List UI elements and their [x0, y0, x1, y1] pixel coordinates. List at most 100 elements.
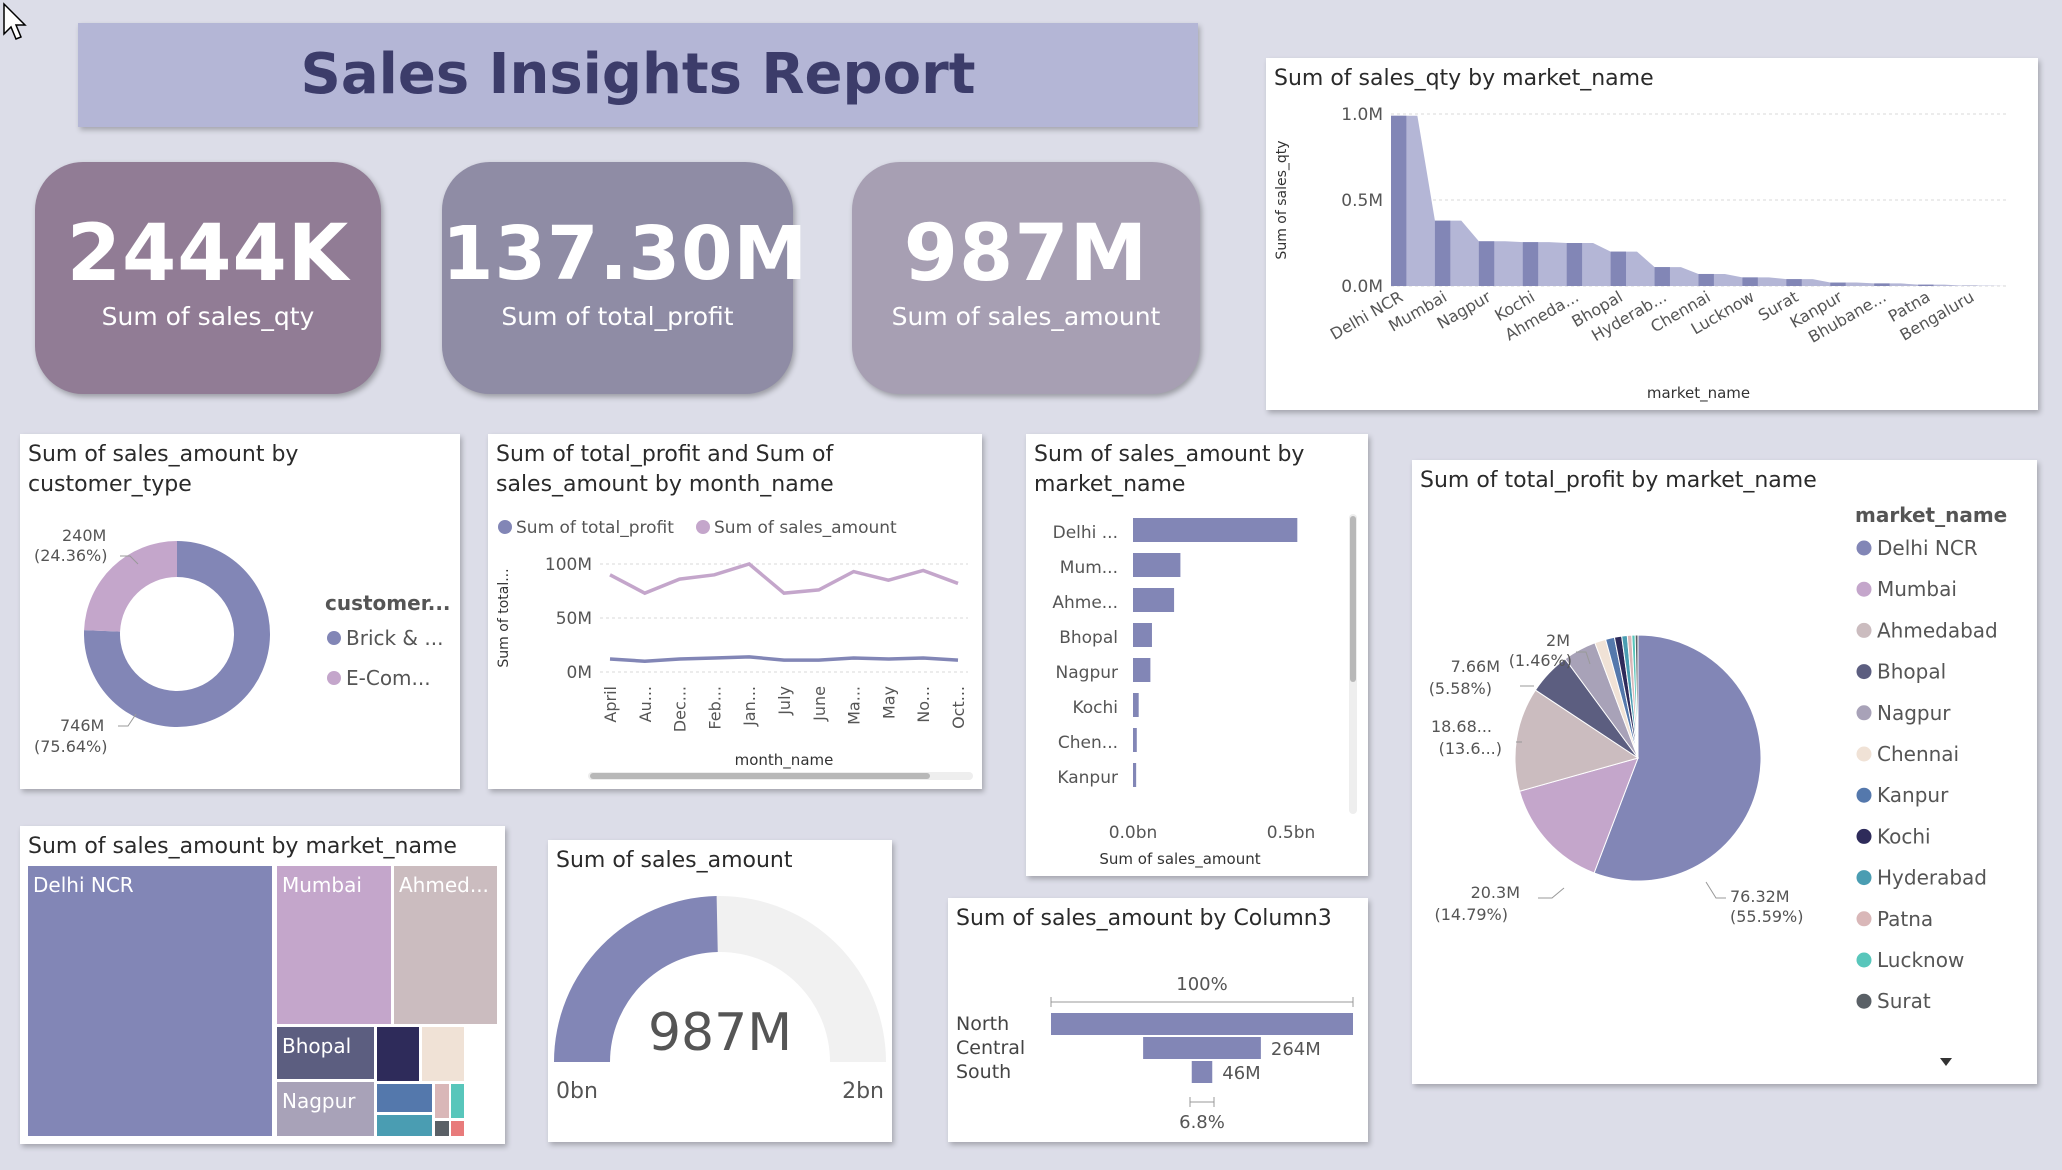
- treemap-tile: [377, 1115, 432, 1136]
- pie-slice: [1518, 757, 1639, 874]
- funnel-category-label: South: [956, 1061, 1011, 1083]
- treemap-tile: [451, 1084, 464, 1118]
- y-tick-label: Kanpur: [1057, 768, 1118, 788]
- kpi-label: Sum of total_profit: [501, 302, 734, 331]
- legend-label: Brick & ...: [346, 626, 443, 650]
- kpi-card-sales-qty[interactable]: 2444K Sum of sales_qty: [35, 162, 381, 394]
- x-tick-label: Feb...: [705, 686, 724, 730]
- legend-marker: [1856, 787, 1872, 803]
- qty-column: [1698, 273, 1714, 286]
- chart-profit-by-market-pie[interactable]: Sum of total_profit by market_name 76.32…: [1412, 460, 2037, 1084]
- pie-svg: 76.32M(55.59%) 20.3M (14.79%) 18.68... (13.6…: [1429, 503, 2007, 1066]
- treemap-tile: [28, 866, 272, 1136]
- legend-marker: [1856, 581, 1872, 597]
- kpi-card-sales-amount[interactable]: 987M Sum of sales_amount: [852, 162, 1200, 394]
- qty-column: [1391, 115, 1407, 286]
- treemap-tile: [451, 1121, 464, 1136]
- treemap-tile: [435, 1121, 449, 1136]
- chart-amount-by-customer-type[interactable]: Sum of sales_amount by customer_type 746…: [20, 434, 460, 789]
- slice-pct: (24.36%): [34, 546, 108, 565]
- treemap-tile: [277, 866, 391, 1024]
- leader-line: [120, 555, 139, 565]
- y-tick-label: Mum...: [1060, 558, 1118, 578]
- slice-label: 240M: [62, 526, 106, 545]
- donut-slice: [84, 541, 271, 727]
- qty-column: [1566, 243, 1583, 286]
- treemap-tile: [422, 1027, 464, 1081]
- kpi-label: Sum of sales_qty: [101, 302, 315, 331]
- report-title-bar: Sales Insights Report: [78, 23, 1198, 127]
- slice-pct: (1.46%): [1509, 651, 1572, 670]
- bar: [1133, 728, 1137, 752]
- qty-column: [1654, 267, 1670, 286]
- gauge-svg: 987M 0bn 2bn: [554, 896, 886, 1104]
- chart-amount-treemap[interactable]: Sum of sales_amount by market_name Delhi…: [20, 826, 505, 1144]
- treemap-tile: [435, 1084, 449, 1118]
- y-axis-title: Sum of total...: [496, 568, 512, 667]
- x-axis-title: market_name: [1647, 384, 1750, 403]
- x-tick-label: April: [601, 686, 620, 723]
- series-line: [609, 562, 959, 596]
- chart-amount-by-zone-funnel[interactable]: Sum of sales_amount by Column3 100% North…: [948, 898, 1368, 1142]
- report-title: Sales Insights Report: [300, 42, 976, 107]
- kpi-card-total-profit[interactable]: 137.30M Sum of total_profit: [442, 162, 807, 394]
- legend-scroll-down-icon: [1940, 1058, 1952, 1066]
- legend-marker: [1856, 705, 1872, 721]
- x-tick-label: June: [810, 686, 829, 722]
- treemap-tile: [377, 1084, 432, 1112]
- y-tick-label: Chen...: [1058, 733, 1118, 753]
- x-axis-title: month_name: [735, 751, 834, 770]
- chart-profit-amount-by-month[interactable]: Sum of total_profit and Sum of sales_amo…: [488, 434, 982, 789]
- treemap-label: Nagpur: [282, 1089, 356, 1113]
- qty-column: [1830, 282, 1846, 286]
- slice-label: 18.68...: [1431, 717, 1492, 736]
- gauge-max-label: 2bn: [842, 1079, 884, 1104]
- qty-column: [1786, 279, 1802, 286]
- chart-amount-by-market-bar[interactable]: Sum of sales_amount by market_name Delhi…: [1026, 434, 1368, 876]
- slice-pct: (75.64%): [34, 737, 108, 756]
- funnel-bar: [1143, 1037, 1261, 1059]
- slice-pct: (5.58%): [1429, 679, 1492, 698]
- legend-label: Kochi: [1877, 824, 1931, 848]
- legend-marker: [1856, 540, 1872, 556]
- legend-label: Mumbai: [1877, 577, 1957, 601]
- chart-amount-gauge[interactable]: Sum of sales_amount 987M 0bn 2bn: [548, 840, 892, 1142]
- qty-column: [1434, 220, 1451, 286]
- leader-line: [1538, 887, 1565, 899]
- legend-marker: [1856, 828, 1872, 844]
- x-tick-label: Au...: [636, 686, 655, 722]
- y-tick-label: 1.0M: [1341, 105, 1383, 125]
- legend-label: Lucknow: [1877, 948, 1964, 972]
- legend-marker: [327, 671, 341, 685]
- kpi-value: 2444K: [66, 209, 350, 299]
- y-tick-label: Bhopal: [1059, 628, 1118, 648]
- chart-title: Sum of total_profit by market_name: [1420, 468, 1817, 493]
- x-tick-label: May: [879, 686, 898, 719]
- funnel-bar: [1191, 1061, 1213, 1083]
- legend-label: Hyderabad: [1877, 866, 1987, 890]
- series-line: [609, 655, 959, 663]
- chart-title: Sum of sales_amount by Column3: [956, 906, 1332, 931]
- donut-svg: 746M (75.64%) 240M(24.36%) customer... Brick…: [34, 526, 451, 756]
- bar: [1133, 518, 1298, 542]
- treemap-label: Ahmed...: [399, 873, 489, 897]
- legend-label: Patna: [1877, 907, 1933, 931]
- legend-label: Delhi NCR: [1877, 536, 1978, 560]
- treemap-label: Mumbai: [282, 873, 362, 897]
- y-tick-label: Ahme...: [1052, 593, 1118, 613]
- bar: [1133, 763, 1137, 787]
- chart-qty-by-market[interactable]: Sum of sales_qty by market_name 1.0M 0.5M…: [1266, 58, 2038, 410]
- leader-line: [1705, 881, 1726, 899]
- cursor-icon: [3, 2, 27, 40]
- legend-label: Ahmedabad: [1877, 618, 1998, 642]
- pie-slice: [1634, 634, 1639, 759]
- y-axis-title: Sum of sales_qty: [1274, 140, 1290, 259]
- bar: [1133, 553, 1181, 577]
- slice-label: 2M: [1546, 631, 1570, 650]
- legend-title: market_name: [1855, 503, 2007, 527]
- bar: [1133, 658, 1151, 682]
- x-tick-label: Dec...: [671, 686, 690, 732]
- legend-label: Chennai: [1877, 742, 1959, 766]
- y-tick-label: Kochi: [1072, 698, 1118, 718]
